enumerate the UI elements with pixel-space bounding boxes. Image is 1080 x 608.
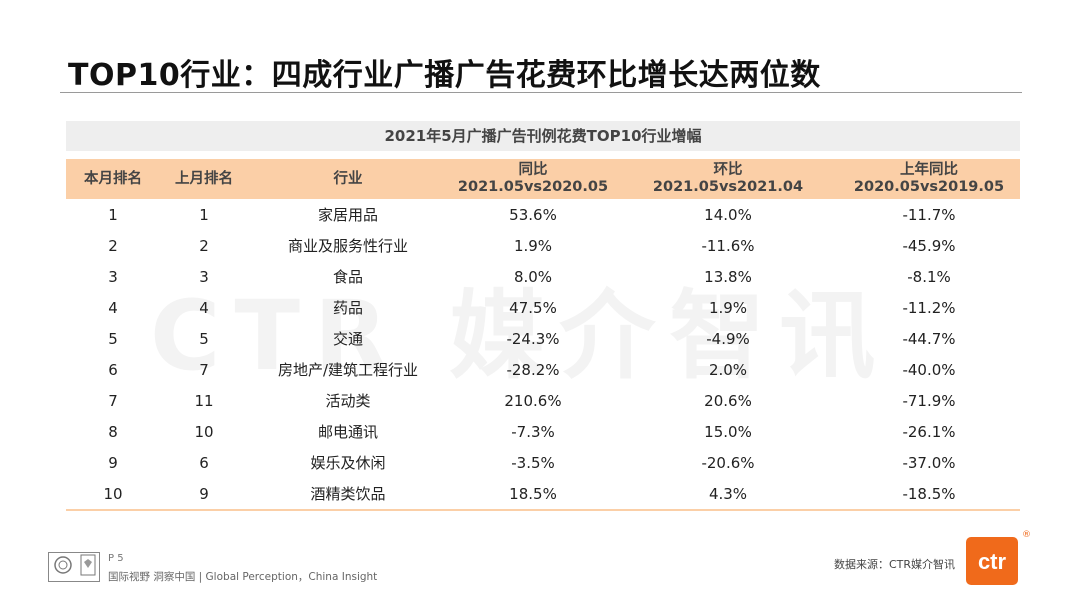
cell-industry: 房地产/建筑工程行业 bbox=[277, 361, 419, 379]
cell-industry: 药品 bbox=[332, 299, 363, 317]
cell-current-rank: 6 bbox=[108, 360, 118, 379]
cell-mom: -4.9% bbox=[706, 329, 750, 348]
header-last-year-yoy: 上年同比 2020.05vs2019.05 bbox=[838, 159, 1020, 199]
header-industry-label: 行业 bbox=[333, 170, 363, 187]
table-row: 10 9 酒精类饮品 18.5% 4.3% -18.5% bbox=[66, 478, 1020, 511]
cell-previous-rank: 1 bbox=[199, 205, 209, 224]
cell-current-rank: 5 bbox=[108, 329, 118, 348]
cell-current-rank: 1 bbox=[108, 205, 118, 224]
cell-mom: 13.8% bbox=[704, 267, 752, 286]
cell-current-rank: 3 bbox=[108, 267, 118, 286]
registered-mark: ® bbox=[1022, 530, 1031, 540]
cell-last-year-yoy: -40.0% bbox=[902, 360, 956, 379]
cell-last-year-yoy: -37.0% bbox=[902, 453, 956, 472]
cell-last-year-yoy: -18.5% bbox=[838, 478, 1020, 511]
cell-industry: 食品 bbox=[332, 268, 363, 286]
certification-logo bbox=[48, 552, 100, 582]
cell-yoy: 47.5% bbox=[509, 298, 557, 317]
header-yoy-label: 同比 bbox=[518, 162, 548, 178]
cell-previous-rank: 9 bbox=[160, 478, 248, 511]
cell-yoy: -24.3% bbox=[506, 329, 560, 348]
cell-mom: -11.6% bbox=[701, 236, 755, 255]
cell-previous-rank: 3 bbox=[199, 267, 209, 286]
cell-last-year-yoy: -45.9% bbox=[902, 236, 956, 255]
cell-yoy: 53.6% bbox=[509, 205, 557, 224]
cell-last-year-yoy: -11.7% bbox=[902, 205, 956, 224]
cell-mom: 14.0% bbox=[704, 205, 752, 224]
cell-previous-rank: 6 bbox=[199, 453, 209, 472]
header-current-rank-label: 本月排名 bbox=[84, 170, 142, 187]
ranking-table: 本月排名 上月排名 行业 同比 2021.05vs2020.05 环比 2021.0… bbox=[66, 159, 1020, 511]
cell-last-year-yoy: -8.1% bbox=[907, 267, 951, 286]
cell-previous-rank: 11 bbox=[194, 391, 214, 410]
table-caption: 2021年5月广播广告刊例花费TOP10行业增幅 bbox=[66, 121, 1020, 151]
cell-mom: -20.6% bbox=[701, 453, 755, 472]
footer-slogan: 国际视野 洞察中国 | Global Perception，China Insi… bbox=[108, 571, 378, 583]
table-row: 5 5 交通 -24.3% -4.9% -44.7% bbox=[66, 323, 1020, 354]
header-previous-rank: 上月排名 bbox=[160, 159, 248, 199]
header-mom: 环比 2021.05vs2021.04 bbox=[618, 159, 838, 199]
cell-industry: 活动类 bbox=[325, 392, 371, 410]
cell-industry: 娱乐及休闲 bbox=[310, 454, 386, 472]
cell-yoy: -7.3% bbox=[511, 422, 555, 441]
cell-previous-rank: 4 bbox=[199, 298, 209, 317]
page-number: P 5 bbox=[108, 553, 124, 564]
table-header-row: 本月排名 上月排名 行业 同比 2021.05vs2020.05 环比 2021.0… bbox=[66, 159, 1020, 199]
header-previous-rank-label: 上月排名 bbox=[175, 170, 233, 187]
cell-industry: 酒精类饮品 bbox=[248, 478, 448, 511]
table-row: 8 10 邮电通讯 -7.3% 15.0% -26.1% bbox=[66, 416, 1020, 447]
header-yoy-period: 2021.05vs2020.05 bbox=[457, 179, 609, 195]
cell-current-rank: 10 bbox=[66, 478, 160, 511]
cell-mom: 4.3% bbox=[618, 478, 838, 511]
header-mom-label: 环比 bbox=[713, 162, 743, 178]
cell-mom: 15.0% bbox=[704, 422, 752, 441]
cell-last-year-yoy: -11.2% bbox=[902, 298, 956, 317]
header-last-year-yoy-label: 上年同比 bbox=[900, 162, 958, 178]
page-title: TOP10行业：四成行业广播广告花费环比增长达两位数 bbox=[68, 58, 821, 93]
cell-last-year-yoy: -71.9% bbox=[902, 391, 956, 410]
table-row: 9 6 娱乐及休闲 -3.5% -20.6% -37.0% bbox=[66, 447, 1020, 478]
header-mom-period: 2021.05vs2021.04 bbox=[652, 179, 804, 195]
watermark: CTR 媒介智讯 bbox=[150, 280, 890, 392]
cell-previous-rank: 10 bbox=[194, 422, 214, 441]
table-row: 6 7 房地产/建筑工程行业 -28.2% 2.0% -40.0% bbox=[66, 354, 1020, 385]
header-last-year-yoy-period: 2020.05vs2019.05 bbox=[853, 179, 1005, 195]
data-source: 数据来源：CTR媒介智讯 bbox=[834, 558, 956, 571]
cell-yoy: -3.5% bbox=[511, 453, 555, 472]
cell-mom: 20.6% bbox=[704, 391, 752, 410]
cell-last-year-yoy: -44.7% bbox=[902, 329, 956, 348]
cell-yoy: -28.2% bbox=[506, 360, 560, 379]
header-industry: 行业 bbox=[248, 159, 448, 199]
cell-mom: 1.9% bbox=[708, 298, 748, 317]
cell-yoy: 18.5% bbox=[448, 478, 618, 511]
table-row: 7 11 活动类 210.6% 20.6% -71.9% bbox=[66, 385, 1020, 416]
cell-current-rank: 4 bbox=[108, 298, 118, 317]
cell-industry: 商业及服务性行业 bbox=[287, 237, 408, 255]
cell-yoy: 1.9% bbox=[513, 236, 553, 255]
table-row: 1 1 家居用品 53.6% 14.0% -11.7% bbox=[66, 199, 1020, 230]
cell-previous-rank: 5 bbox=[199, 329, 209, 348]
cell-current-rank: 7 bbox=[108, 391, 118, 410]
cell-current-rank: 2 bbox=[108, 236, 118, 255]
header-yoy: 同比 2021.05vs2020.05 bbox=[448, 159, 618, 199]
table-row: 2 2 商业及服务性行业 1.9% -11.6% -45.9% bbox=[66, 230, 1020, 261]
table-row: 3 3 食品 8.0% 13.8% -8.1% bbox=[66, 261, 1020, 292]
cell-industry: 家居用品 bbox=[317, 206, 378, 224]
table-row: 4 4 药品 47.5% 1.9% -11.2% bbox=[66, 292, 1020, 323]
certification-badge-icon bbox=[80, 554, 96, 580]
title-divider bbox=[60, 92, 1022, 93]
cell-last-year-yoy: -26.1% bbox=[902, 422, 956, 441]
cell-mom: 2.0% bbox=[708, 360, 748, 379]
header-current-rank: 本月排名 bbox=[66, 159, 160, 199]
certification-seal-icon bbox=[53, 555, 73, 579]
cell-previous-rank: 2 bbox=[199, 236, 209, 255]
cell-industry: 邮电通讯 bbox=[317, 423, 378, 441]
cell-previous-rank: 7 bbox=[199, 360, 209, 379]
cell-current-rank: 8 bbox=[108, 422, 118, 441]
cell-industry: 交通 bbox=[332, 330, 363, 348]
cell-yoy: 210.6% bbox=[504, 391, 562, 410]
cell-yoy: 8.0% bbox=[513, 267, 553, 286]
ctr-logo: ctr bbox=[966, 537, 1018, 585]
cell-current-rank: 9 bbox=[108, 453, 118, 472]
